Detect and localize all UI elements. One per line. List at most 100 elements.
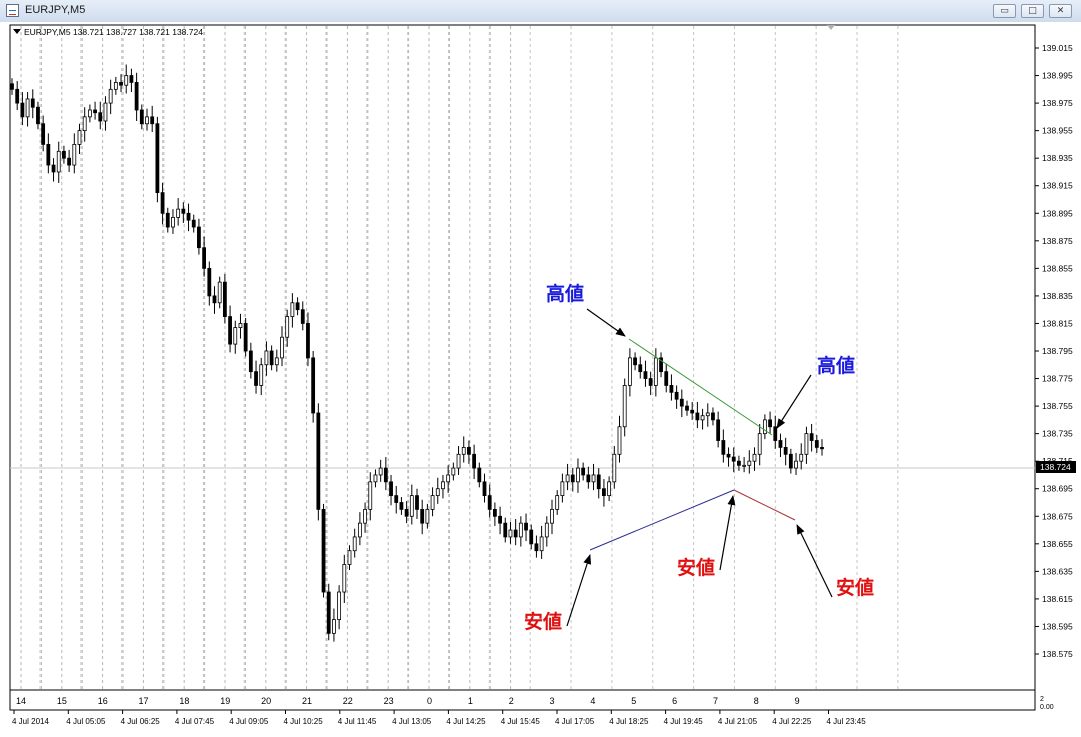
price-tick-label: 138.815 bbox=[1042, 318, 1073, 328]
candle-body bbox=[254, 371, 258, 386]
time-label: 4 Jul 06:25 bbox=[121, 717, 161, 726]
candle-body bbox=[264, 350, 269, 366]
time-label: 4 Jul 18:25 bbox=[609, 717, 649, 726]
candle-body bbox=[446, 474, 451, 483]
candle-body bbox=[248, 350, 253, 373]
candle-body bbox=[513, 529, 518, 538]
candle-body bbox=[326, 591, 331, 634]
candle-body bbox=[768, 419, 772, 428]
hour-label: 5 bbox=[631, 696, 636, 706]
blue-trendline[interactable] bbox=[589, 489, 735, 551]
time-label: 4 Jul 10:25 bbox=[284, 717, 324, 726]
price-tick-label: 138.935 bbox=[1042, 153, 1073, 163]
price-tick-label: 138.735 bbox=[1042, 429, 1073, 439]
price-tick-label: 138.955 bbox=[1042, 126, 1073, 136]
price-tick-label: 138.855 bbox=[1042, 263, 1073, 273]
candle-body bbox=[591, 474, 596, 483]
candle-body bbox=[36, 106, 40, 125]
candle-body bbox=[648, 378, 653, 386]
candle-body bbox=[430, 495, 435, 510]
close-button[interactable]: ✕ bbox=[1049, 4, 1072, 18]
candle-body bbox=[627, 357, 632, 386]
candle-body bbox=[285, 316, 290, 338]
indicator-scale-bottom: 0.00 bbox=[1040, 704, 1054, 711]
hour-label: 22 bbox=[343, 696, 353, 706]
minimize-button[interactable]: ▭ bbox=[993, 4, 1016, 18]
price-tick-label: 138.615 bbox=[1042, 594, 1073, 604]
price-tick-label: 138.595 bbox=[1042, 621, 1073, 631]
candle-body bbox=[550, 508, 554, 524]
candle-body bbox=[342, 564, 347, 593]
time-label: 4 Jul 22:25 bbox=[772, 717, 812, 726]
candle-body bbox=[705, 412, 710, 417]
candle-body bbox=[783, 447, 788, 455]
candle-body bbox=[191, 219, 196, 228]
candle-body bbox=[415, 495, 419, 510]
red-trendline[interactable] bbox=[733, 489, 796, 521]
time-label: 4 Jul 23:45 bbox=[827, 717, 867, 726]
candle-body bbox=[581, 467, 586, 476]
candle-body bbox=[762, 419, 767, 435]
triangle-down-icon[interactable] bbox=[13, 29, 21, 34]
time-label: 4 Jul 21:05 bbox=[718, 717, 758, 726]
candle-body bbox=[67, 157, 72, 166]
candle-body bbox=[804, 433, 809, 455]
candle-body bbox=[524, 522, 528, 531]
candle-body bbox=[602, 488, 606, 497]
price-tick-label: 138.795 bbox=[1042, 346, 1073, 356]
candle-body bbox=[186, 212, 191, 221]
chart-shift-marker[interactable] bbox=[827, 25, 835, 30]
candle-body bbox=[352, 536, 357, 552]
candle-body bbox=[134, 82, 139, 111]
window-title: EURJPY,M5 bbox=[25, 4, 86, 16]
candle-body bbox=[737, 460, 741, 466]
candle-body bbox=[622, 385, 627, 428]
price-tick-label: 138.875 bbox=[1042, 236, 1073, 246]
maximize-button[interactable]: □ bbox=[1021, 4, 1044, 18]
candle-body bbox=[217, 281, 222, 304]
candle-body bbox=[742, 464, 747, 467]
window-titlebar[interactable]: EURJPY,M5 ▭ □ ✕ bbox=[0, 0, 1081, 23]
green-trendline[interactable] bbox=[628, 338, 773, 436]
candle-body bbox=[93, 109, 97, 114]
candle-body bbox=[711, 412, 715, 421]
price-tick-label: 138.835 bbox=[1042, 291, 1073, 301]
candle-body bbox=[311, 357, 316, 414]
chart-window-icon bbox=[6, 4, 19, 17]
arrow-low3 bbox=[796, 524, 833, 598]
candle-body bbox=[332, 619, 336, 634]
candle-body bbox=[695, 412, 700, 421]
candle-body bbox=[222, 281, 227, 317]
candle-body bbox=[207, 267, 212, 297]
annotation-high2: 高値 bbox=[817, 354, 855, 377]
hour-label: 1 bbox=[468, 696, 473, 706]
hour-label: 6 bbox=[672, 696, 677, 706]
candle-body bbox=[124, 75, 129, 86]
time-label: 4 Jul 05:05 bbox=[66, 717, 106, 726]
plot-frame bbox=[9, 24, 1036, 691]
candle-body bbox=[51, 164, 56, 173]
candle-body bbox=[487, 495, 492, 510]
candle-body bbox=[25, 98, 30, 118]
candle-body bbox=[259, 364, 264, 386]
price-tick-label: 138.675 bbox=[1042, 511, 1073, 521]
price-axis: 139.015 138.995 138.975 138.955 138.935 138.9… bbox=[1035, 43, 1073, 659]
candle-body bbox=[560, 481, 565, 497]
hour-label: 21 bbox=[302, 696, 312, 706]
candle-body bbox=[716, 419, 721, 441]
candle-body bbox=[498, 515, 502, 524]
arrow-high1 bbox=[586, 308, 626, 337]
candle-body bbox=[155, 123, 160, 194]
price-chart[interactable]: 高値 高値 安値 安値 安値 EURJPY,M5 138.721 138.727… bbox=[0, 22, 1081, 737]
candle-body bbox=[238, 323, 243, 328]
indicator-scale-top: 2 bbox=[1040, 696, 1044, 703]
arrow-low1 bbox=[566, 554, 592, 627]
candles bbox=[10, 64, 824, 642]
candle-body bbox=[404, 508, 409, 517]
chart-canvas[interactable]: 高値 高値 安値 安値 安値 EURJPY,M5 138.721 138.727… bbox=[0, 22, 1081, 737]
candle-body bbox=[98, 112, 103, 122]
candle-body bbox=[165, 212, 170, 228]
candle-body bbox=[544, 522, 549, 538]
candle-body bbox=[357, 522, 362, 538]
candle-body bbox=[46, 144, 51, 166]
